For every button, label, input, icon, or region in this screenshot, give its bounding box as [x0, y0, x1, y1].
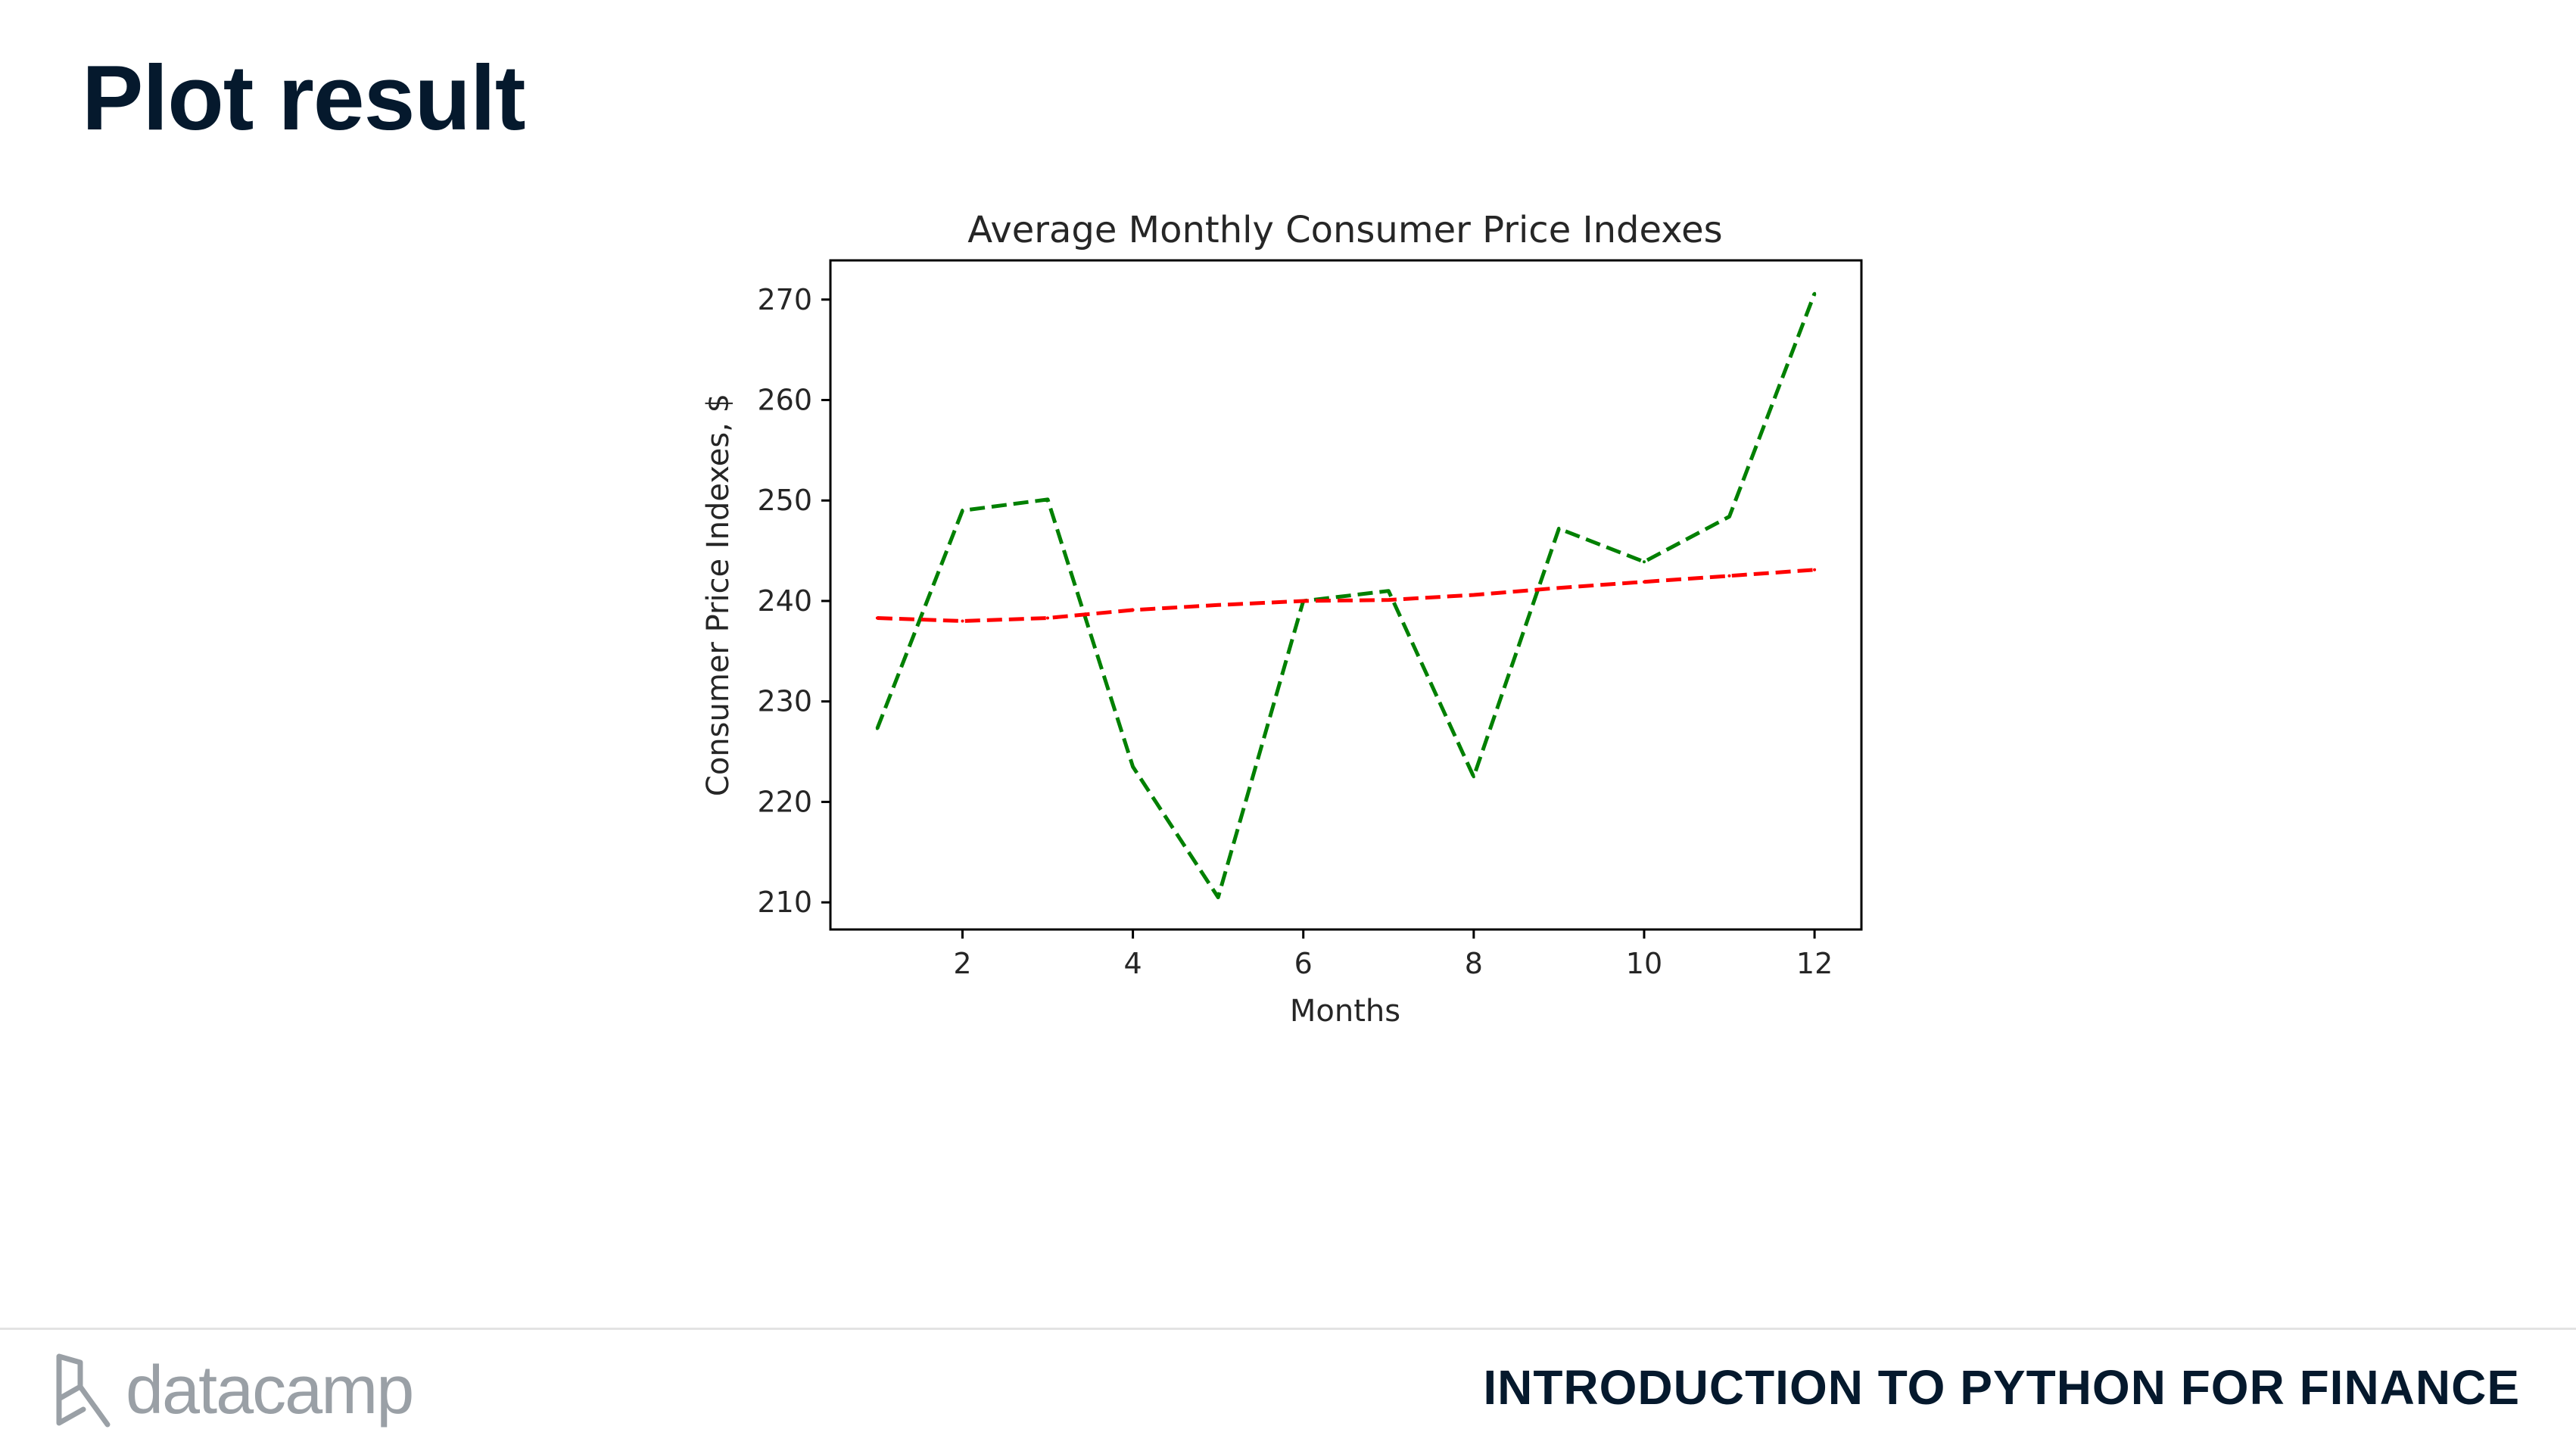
x-tick-label-12: 12 — [1796, 947, 1833, 980]
series-2-point-3 — [1046, 616, 1049, 620]
series-2-point-9 — [1557, 586, 1561, 590]
series-2-point-10 — [1643, 580, 1646, 584]
course-title: INTRODUCTION TO PYTHON FOR FINANCE — [1483, 1360, 2520, 1415]
series-2-point-7 — [1387, 598, 1391, 602]
series-1-point-5 — [1216, 895, 1220, 899]
y-tick-label-220: 220 — [757, 785, 812, 818]
series-2-point-8 — [1472, 593, 1475, 596]
series-1-point-11 — [1727, 515, 1731, 518]
series-1-point-7 — [1387, 589, 1391, 593]
series-2-point-5 — [1216, 603, 1220, 607]
series-2-point-4 — [1131, 608, 1135, 612]
x-tick-label-10: 10 — [1626, 947, 1662, 980]
x-tick-label-6: 6 — [1294, 947, 1313, 980]
series-1-point-10 — [1643, 560, 1646, 564]
series-1-point-12 — [1813, 291, 1817, 295]
y-tick-label-250: 250 — [757, 484, 812, 517]
series-2-point-12 — [1813, 568, 1817, 571]
series-2-point-11 — [1727, 574, 1731, 578]
y-tick-label-270: 270 — [757, 283, 812, 316]
series-1-point-3 — [1046, 497, 1049, 501]
series-1-point-8 — [1472, 775, 1475, 779]
series-line-2 — [877, 568, 1815, 623]
chart-title: Average Monthly Consumer Price Indexes — [967, 209, 1722, 251]
series-1-point-2 — [961, 509, 964, 512]
series-1-point-4 — [1131, 765, 1135, 768]
y-tick-label-240: 240 — [757, 584, 812, 618]
brand-name: datacamp — [126, 1352, 414, 1428]
y-tick-label-230: 230 — [757, 685, 812, 718]
slide-title: Plot result — [82, 46, 526, 149]
plot-frame — [829, 259, 1863, 931]
plot-layer — [875, 291, 1817, 899]
series-2-point-6 — [1301, 599, 1305, 603]
footer-divider — [0, 1328, 2576, 1330]
y-tick-label-210: 210 — [757, 886, 812, 919]
series-2-point-1 — [875, 616, 879, 620]
datacamp-logo-icon — [56, 1353, 111, 1428]
y-axis-label: Consumer Price Indexes, $ — [701, 394, 736, 796]
series-line-1 — [875, 292, 1817, 899]
series-1-point-1 — [875, 727, 879, 730]
series-1-point-9 — [1557, 527, 1561, 531]
brand-logo: datacamp — [53, 1349, 414, 1432]
x-tick-label-4: 4 — [1124, 947, 1142, 980]
x-tick-label-2: 2 — [953, 947, 971, 980]
x-axis-label: Months — [1290, 994, 1400, 1029]
series-2-point-2 — [961, 619, 964, 623]
x-tick-label-8: 8 — [1465, 947, 1483, 980]
axis-layer: 2 4 6 8 10 12 210 220 230 240 250 260 270 — [757, 283, 1833, 980]
y-tick-label-260: 260 — [757, 383, 812, 416]
